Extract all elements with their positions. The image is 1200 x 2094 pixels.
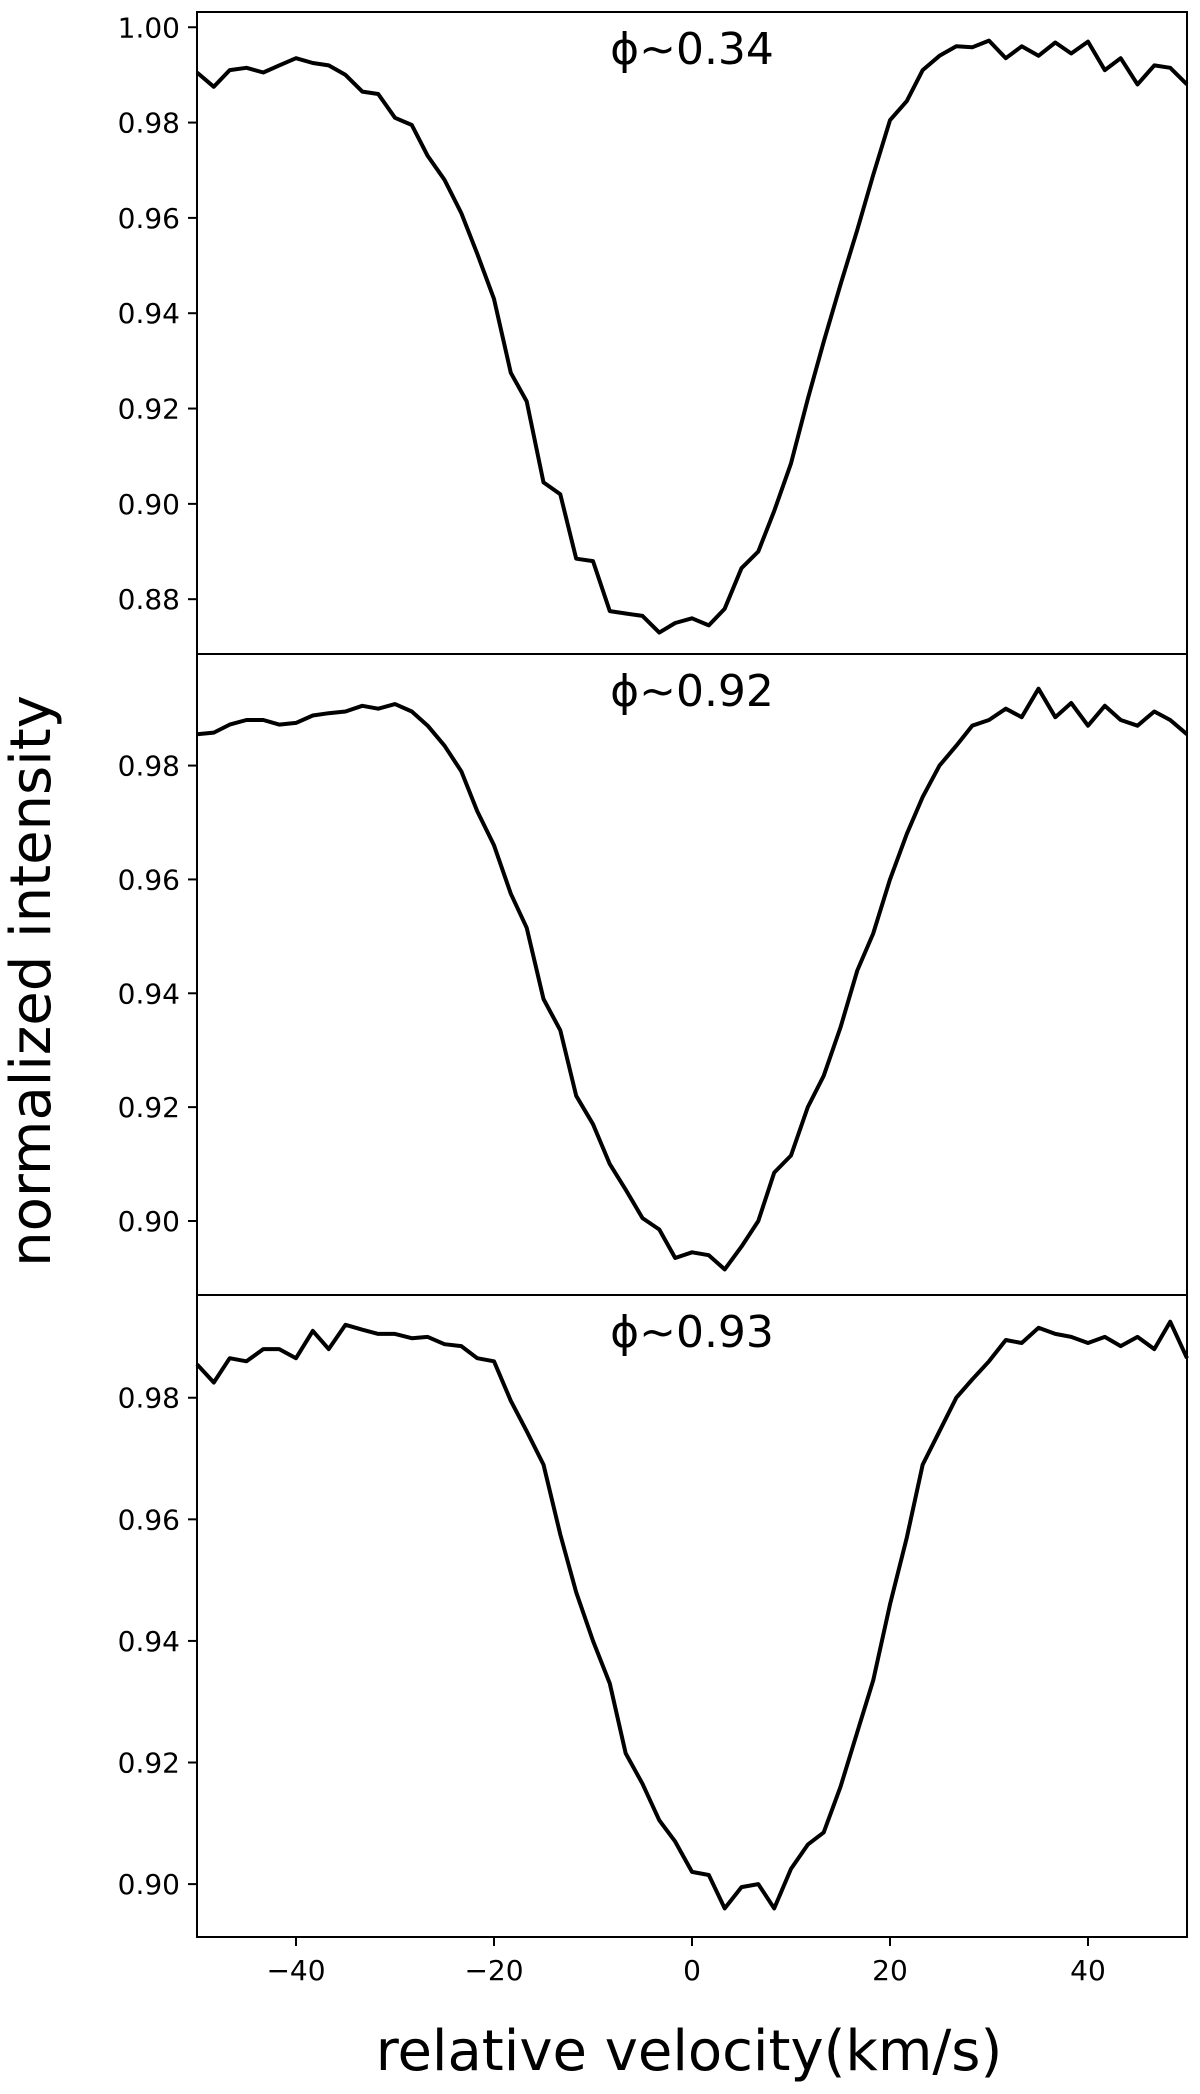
x-tick-label: −20: [464, 1954, 523, 1987]
y-tick-label: 0.90: [118, 488, 180, 521]
y-axis-label: normalized intensity: [0, 695, 64, 1267]
y-tick-label: 0.88: [118, 583, 180, 616]
y-tick-label: 0.98: [118, 1382, 180, 1415]
x-tick-label: 0: [683, 1954, 701, 1987]
y-tick-label: 0.90: [118, 1868, 180, 1901]
y-tick-label: 0.94: [118, 297, 180, 330]
y-tick-label: 0.92: [118, 393, 180, 426]
phase-annotation: ϕ~0.34: [610, 24, 774, 75]
y-tick-label: 0.98: [118, 107, 180, 140]
x-tick-label: 20: [872, 1954, 908, 1987]
x-axis-label: relative velocity(km/s): [376, 2019, 1003, 2084]
y-tick-label: 0.96: [118, 202, 180, 235]
panel-3: 0.90 0.92 0.94 0.96 0.98 −40 −20 0 20 40 ϕ~0.93: [118, 1294, 1189, 1987]
y-tick-label: 0.94: [118, 1625, 180, 1658]
y-tick-label: 0.96: [118, 1503, 180, 1536]
series-line-1-1: [195, 38, 1189, 635]
x-tick-label: −40: [266, 1954, 325, 1987]
y-tick-label: 0.90: [118, 1205, 180, 1238]
series-line-3-1: [195, 1319, 1189, 1911]
panels-group: 0.880.900.920.940.960.981.00 ϕ~0.340.900.…: [118, 11, 1189, 1987]
panel-1: 0.88 0.90 0.92 0.94 0.96 0.98 1.00 ϕ~0.34: [118, 11, 1189, 655]
x-tick-label: 40: [1070, 1954, 1106, 1987]
y-tick-label: 0.92: [118, 1747, 180, 1780]
phase-annotation: ϕ~0.92: [610, 666, 774, 717]
phase-annotation: ϕ~0.93: [610, 1307, 774, 1358]
panel-2: 0.90 0.92 0.94 0.96 0.98 ϕ~0.92: [118, 653, 1189, 1296]
y-tick-label: 0.92: [118, 1091, 180, 1124]
series-line-2-1: [196, 686, 1189, 1272]
y-tick-label: 0.94: [118, 977, 180, 1010]
y-tick-label: 1.00: [118, 11, 180, 44]
y-tick-label: 0.96: [118, 863, 180, 896]
y-tick-label: 0.98: [118, 750, 180, 783]
